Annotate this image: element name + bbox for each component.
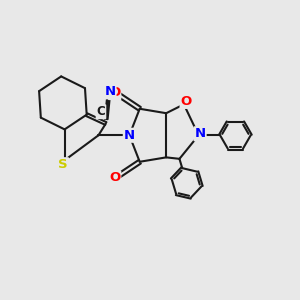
Text: N: N [104,85,116,98]
Text: O: O [109,86,120,99]
Text: S: S [58,158,68,171]
Text: O: O [109,172,120,184]
Text: C: C [97,105,105,118]
Text: N: N [124,129,135,142]
Text: N: N [194,127,206,140]
Text: O: O [181,95,192,108]
